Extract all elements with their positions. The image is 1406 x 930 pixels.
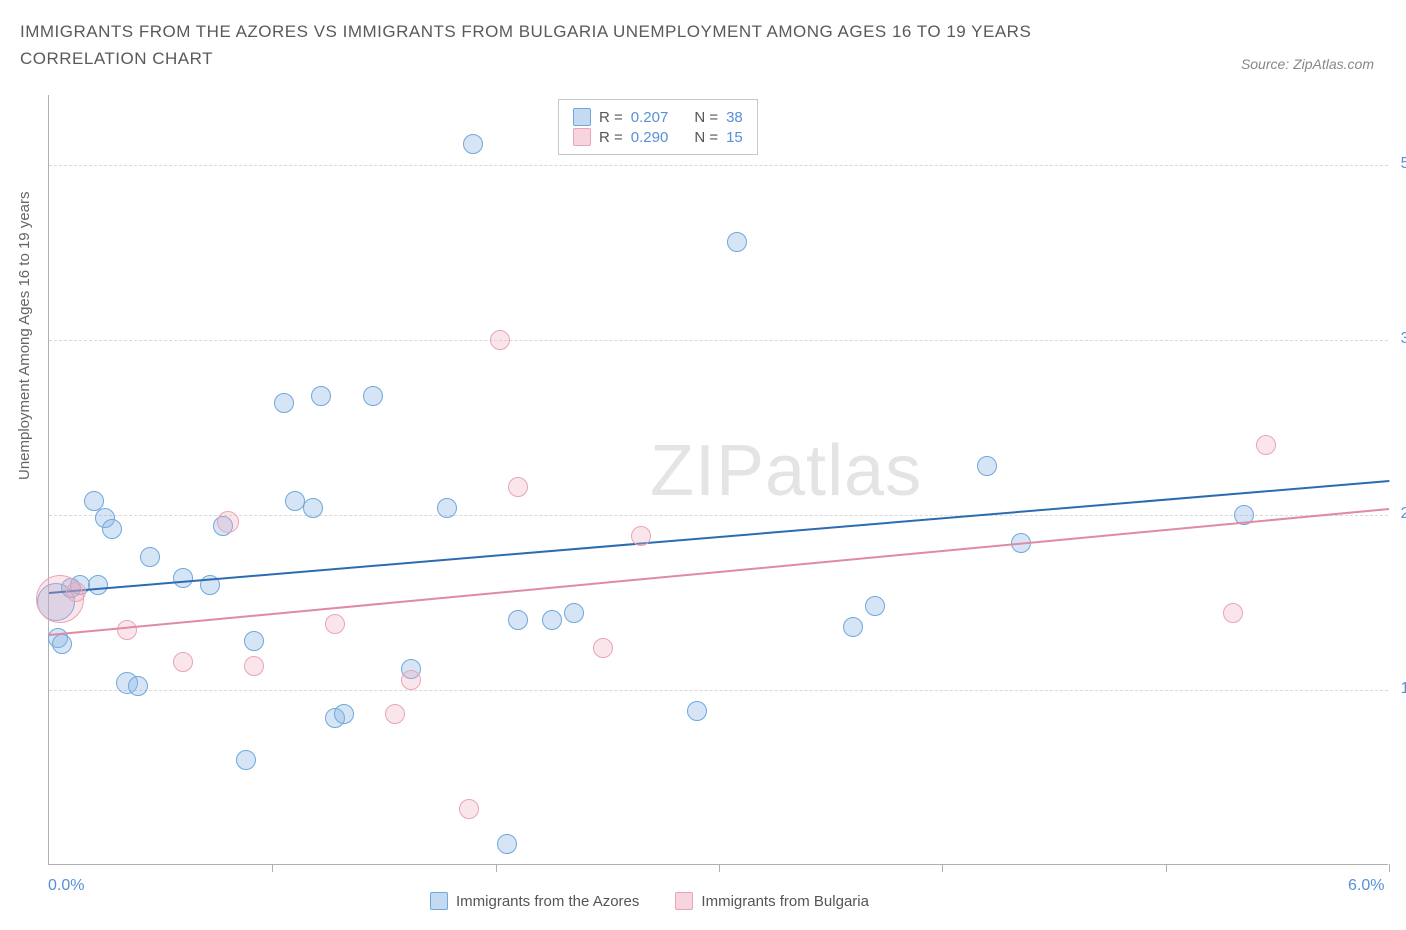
trend-line xyxy=(49,480,1389,594)
data-point xyxy=(401,670,421,690)
data-point xyxy=(497,834,517,854)
legend-swatch xyxy=(573,108,591,126)
legend-swatch xyxy=(573,128,591,146)
legend-n-value: 15 xyxy=(726,129,743,146)
gridline xyxy=(49,340,1388,341)
legend-swatch xyxy=(675,892,693,910)
data-point xyxy=(843,617,863,637)
data-point xyxy=(217,511,239,533)
x-tick xyxy=(1166,864,1167,872)
data-point xyxy=(631,526,651,546)
data-point xyxy=(363,386,383,406)
legend-series-item: Immigrants from the Azores xyxy=(430,892,639,910)
y-tick-label: 12.5% xyxy=(1401,680,1406,698)
legend-series-label: Immigrants from the Azores xyxy=(456,893,639,910)
x-axis-max-label: 6.0% xyxy=(1348,877,1384,895)
data-point xyxy=(687,701,707,721)
data-point xyxy=(1256,435,1276,455)
y-tick-label: 37.5% xyxy=(1401,330,1406,348)
data-point xyxy=(437,498,457,518)
data-point xyxy=(865,596,885,616)
data-point xyxy=(508,477,528,497)
x-tick xyxy=(719,864,720,872)
data-point xyxy=(463,134,483,154)
data-point xyxy=(564,603,584,623)
data-point xyxy=(459,799,479,819)
data-point xyxy=(977,456,997,476)
legend-n-value: 38 xyxy=(726,109,743,126)
data-point xyxy=(66,582,86,602)
legend-row: R = 0.207 N = 38 xyxy=(573,108,743,126)
data-point xyxy=(173,652,193,672)
data-point xyxy=(236,750,256,770)
data-point xyxy=(244,656,264,676)
x-tick xyxy=(1389,864,1390,872)
legend-n-label: N = xyxy=(694,109,718,126)
data-point xyxy=(490,330,510,350)
gridline xyxy=(49,515,1388,516)
data-point xyxy=(385,704,405,724)
legend-swatch xyxy=(430,892,448,910)
data-point xyxy=(334,704,354,724)
x-axis-min-label: 0.0% xyxy=(48,877,84,895)
data-point xyxy=(727,232,747,252)
data-point xyxy=(542,610,562,630)
legend-r-label: R = xyxy=(599,129,623,146)
data-point xyxy=(274,393,294,413)
legend-series-label: Immigrants from Bulgaria xyxy=(701,893,869,910)
data-point xyxy=(325,614,345,634)
legend-row: R = 0.290 N = 15 xyxy=(573,128,743,146)
legend-r-value: 0.290 xyxy=(631,129,669,146)
y-axis-label: Unemployment Among Ages 16 to 19 years xyxy=(16,191,33,480)
chart-plot-area: 12.5%25.0%37.5%50.0% xyxy=(48,95,1388,865)
data-point xyxy=(1223,603,1243,623)
data-point xyxy=(52,634,72,654)
data-point xyxy=(593,638,613,658)
data-point xyxy=(128,676,148,696)
data-point xyxy=(88,575,108,595)
legend-r-value: 0.207 xyxy=(631,109,669,126)
data-point xyxy=(117,620,137,640)
x-tick xyxy=(942,864,943,872)
source-attribution: Source: ZipAtlas.com xyxy=(1241,56,1374,72)
data-point xyxy=(173,568,193,588)
legend-n-label: N = xyxy=(694,129,718,146)
gridline xyxy=(49,165,1388,166)
y-tick-label: 50.0% xyxy=(1401,155,1406,173)
data-point xyxy=(140,547,160,567)
x-tick xyxy=(496,864,497,872)
legend-series: Immigrants from the Azores Immigrants fro… xyxy=(430,892,869,910)
data-point xyxy=(244,631,264,651)
y-tick-label: 25.0% xyxy=(1401,505,1406,523)
legend-r-label: R = xyxy=(599,109,623,126)
x-tick xyxy=(272,864,273,872)
data-point xyxy=(311,386,331,406)
data-point xyxy=(303,498,323,518)
gridline xyxy=(49,690,1388,691)
chart-title: IMMIGRANTS FROM THE AZORES VS IMMIGRANTS… xyxy=(20,18,1120,72)
trend-line xyxy=(49,508,1389,636)
data-point xyxy=(102,519,122,539)
data-point xyxy=(508,610,528,630)
legend-correlation-box: R = 0.207 N = 38 R = 0.290 N = 15 xyxy=(558,99,758,155)
legend-series-item: Immigrants from Bulgaria xyxy=(675,892,869,910)
